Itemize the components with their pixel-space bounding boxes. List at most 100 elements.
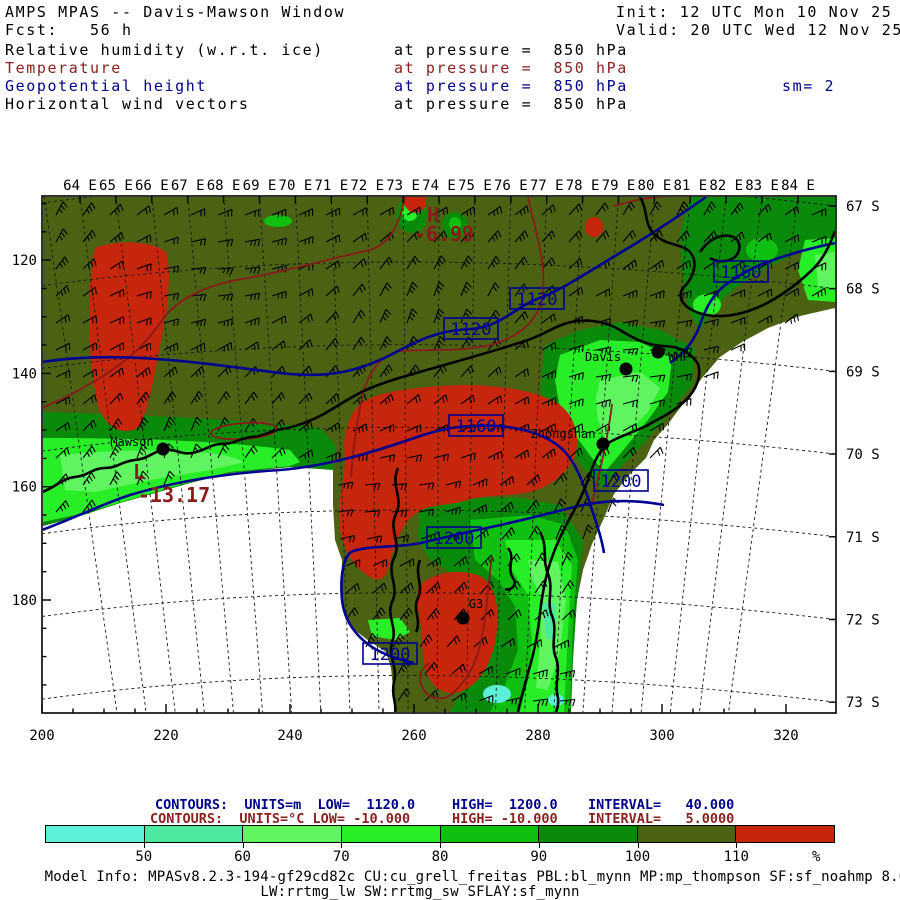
- lon-axis-label: 83 E: [745, 178, 779, 194]
- field-wind-label: Horizontal wind vectors: [5, 95, 250, 113]
- rh-fill-80-90: [264, 215, 292, 227]
- grid-x-axis-label: 220: [153, 728, 178, 744]
- lon-axis-label: 82 E: [709, 178, 743, 194]
- lat-axis-label: 73 S: [846, 695, 880, 711]
- rh-fill-50-60: [542, 602, 556, 640]
- contour-label-box: [593, 469, 649, 492]
- init-time: Init: 12 UTC Mon 10 Nov 25: [616, 3, 893, 21]
- grid-x-axis-label: 200: [29, 728, 54, 744]
- colorbar-tick-label: 70: [332, 849, 350, 865]
- lat-axis-label: 70 S: [846, 447, 880, 463]
- colorbar-tick-label: 90: [530, 849, 548, 865]
- colorbar-tick-label: 50: [135, 849, 153, 865]
- lon-axis-label: 80 E: [638, 178, 672, 194]
- extrema-value: -6.99: [414, 222, 474, 246]
- height-contour-legend-2: HIGH= 1200.0: [452, 797, 558, 813]
- colorbar-tick: [143, 843, 145, 848]
- lon-axis-label: 76 E: [494, 178, 528, 194]
- rh-fill-60-70: [596, 372, 660, 445]
- rh-colorbar: [45, 825, 835, 843]
- temperature-contours: [43, 197, 667, 700]
- extrema-value: -13.17: [138, 483, 210, 507]
- station-dot: [596, 437, 610, 451]
- grid-x-axis-label: 320: [773, 728, 798, 744]
- station-label: Zhongshan: [530, 427, 595, 441]
- colorbar-tick: [242, 843, 244, 848]
- wind-barb-glyphs: [55, 201, 827, 707]
- forecast-hour: Fcst: 56 h: [5, 21, 133, 39]
- height-contour-legend-1: CONTOURS: UNITS=m LOW= 1120.0: [155, 797, 416, 813]
- station-dot: [156, 442, 170, 456]
- extrema-markers: H-6.99 L-13.17: [133, 203, 474, 507]
- station-dot: [619, 362, 633, 376]
- colorbar-tick-label: 80: [431, 849, 449, 865]
- lon-axis-label: 64 E: [63, 178, 97, 194]
- map-fill-layer: [43, 197, 835, 712]
- height-contour-1120: [43, 197, 707, 377]
- field-rh-level: at pressure = 850 hPa: [394, 41, 628, 59]
- contour-labels: 1120 1120 1160 1160 1200 1200 1200: [362, 260, 769, 665]
- colorbar-cell: [637, 826, 737, 842]
- lat-axis-label: 68 S: [846, 282, 880, 298]
- rh-fill-110-plus: [585, 217, 603, 237]
- station-label: Mawson: [110, 435, 153, 449]
- contour-label-text: 1200: [434, 529, 475, 549]
- contour-label-box: [362, 642, 418, 665]
- lon-axis-label: 78 E: [566, 178, 600, 194]
- lon-axis-label: 67 E: [171, 178, 205, 194]
- contour-label-text: 1120: [517, 290, 558, 310]
- contour-label-text: 1160: [456, 417, 497, 437]
- grid-x-axis-label: 280: [525, 728, 550, 744]
- height-contour-1160: [43, 424, 606, 554]
- height-contour-1200: [340, 499, 665, 665]
- contour-label-text: 1200: [601, 472, 642, 492]
- lon-axis-label: 81 E: [673, 178, 707, 194]
- lon-axis-label: 73 E: [386, 178, 420, 194]
- valid-time: Valid: 20 UTC Wed 12 Nov 25: [616, 21, 900, 39]
- rh-fill-40-50: [483, 685, 511, 703]
- extrema-symbol: L: [133, 460, 145, 484]
- lon-axis-label: 72 E: [350, 178, 384, 194]
- grid-y-axis-label: 120: [12, 253, 37, 269]
- colorbar-unit: %: [812, 849, 821, 865]
- lon-axis-label: 79 E: [602, 178, 636, 194]
- station-label: WHP: [668, 350, 690, 364]
- lon-axis-label: 65 E: [99, 178, 133, 194]
- grid-x-axis-label: 300: [649, 728, 674, 744]
- field-rh-label: Relative humidity (w.r.t. ice): [5, 41, 324, 59]
- rh-fill-40-50: [548, 694, 564, 706]
- lon-axis-label: 75 E: [458, 178, 492, 194]
- contour-label-box: [443, 317, 499, 340]
- tick-marks: [41, 196, 836, 713]
- lat-axis-label: 71 S: [846, 530, 880, 546]
- lon-axis-label: 77 E: [530, 178, 564, 194]
- field-hgt-label: Geopotential height: [5, 77, 207, 95]
- colorbar-tick-label: 110: [723, 849, 749, 865]
- contour-label-text: 1120: [451, 320, 492, 340]
- grid-y-axis-label: 140: [12, 366, 37, 382]
- rh-fill-60-70: [815, 252, 835, 288]
- smoothing-note: sm= 2: [782, 77, 836, 95]
- station-dot: [456, 611, 470, 625]
- rh-fill-110-plus: [416, 571, 498, 694]
- contour-label-box: [509, 287, 565, 310]
- colorbar-cell: [341, 826, 441, 842]
- field-temp-level: at pressure = 850 hPa: [394, 59, 628, 77]
- field-hgt-level: at pressure = 850 hPa: [394, 77, 628, 95]
- lon-axis-label: 70 E: [279, 178, 313, 194]
- colorbar-tick-label: 60: [234, 849, 251, 865]
- lat-axis-label: 69 S: [846, 364, 880, 380]
- grid-x-axis-label: 260: [401, 728, 426, 744]
- contour-label-box: [448, 414, 504, 437]
- lon-axis-label: 66 E: [135, 178, 169, 194]
- rh-fill-80-90: [449, 217, 461, 231]
- colorbar-tick: [538, 843, 540, 848]
- height-contours: [43, 197, 835, 665]
- grid-y-axis-label: 180: [12, 593, 37, 609]
- axis-labels: 64 E 65 E 66 E 67 E 68 E 69 E 70 E 71 E 72 E 73 E…: [12, 178, 880, 744]
- contour-label-box: [713, 260, 769, 283]
- contour-label-text: 1160: [721, 263, 762, 283]
- temp-contour-legend-3: INTERVAL= 5.0000: [588, 811, 735, 827]
- colorbar-cell: [736, 826, 834, 842]
